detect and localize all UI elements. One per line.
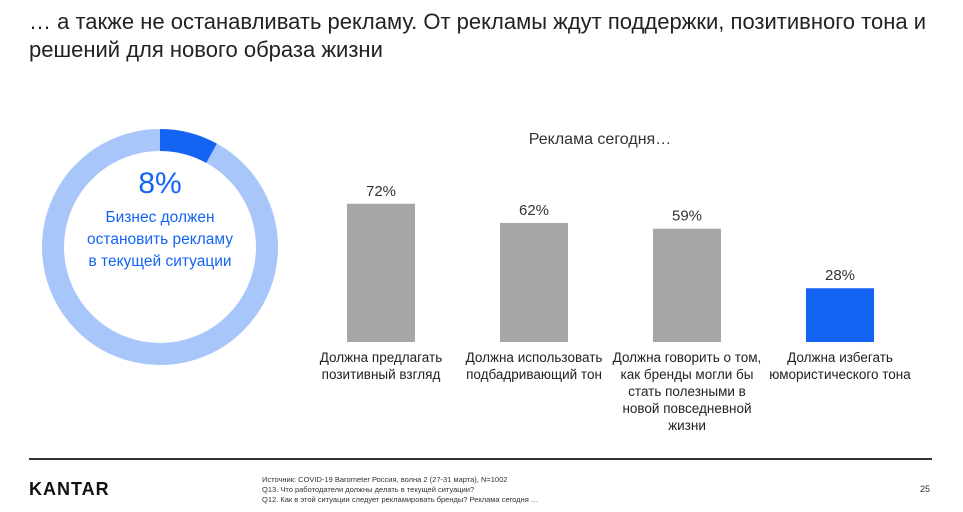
bar-3: [653, 228, 721, 342]
source-notes: Источник: COVID-19 Barometer Россия, вол…: [262, 475, 782, 505]
bar-value-label: 62%: [519, 202, 549, 219]
footer-divider: [29, 458, 932, 460]
bar-2: [500, 222, 568, 342]
bar-category-label: Должна говорить о том, как бренды могли …: [612, 350, 762, 433]
donut-caption: Бизнес должен остановить рекламу в текущ…: [87, 209, 233, 270]
bar-value-label: 72%: [366, 183, 396, 200]
bar-chart: 72% 62% 59% 28% Должна предлагать позитивны…: [300, 150, 940, 450]
bar-category-label: Должна предлагать позитивный взгляд: [319, 350, 443, 382]
kantar-logo: KANTAR: [29, 479, 110, 499]
bar-value-label: 59%: [672, 208, 702, 225]
chart-title: Реклама сегодня…: [528, 131, 672, 148]
bar-value-label: 28%: [825, 267, 855, 284]
source-line: Q12. Как в этой ситуации следует реклами…: [262, 495, 539, 504]
donut-value: 8%: [138, 167, 182, 200]
bar-category-label: Должна использовать подбадривающий тон: [465, 350, 603, 382]
bar-4: [806, 288, 874, 342]
donut-chart: 8% Бизнес должен остановить рекламу в те…: [40, 127, 280, 367]
slide-title: … а также не останавливать рекламу. От р…: [29, 9, 926, 62]
bar-1: [347, 203, 415, 342]
donut-value-arc: [42, 129, 278, 365]
page-number: 25: [920, 484, 931, 494]
source-line: Источник: COVID-19 Barometer Россия, вол…: [262, 475, 508, 484]
source-line: Q13. Что работодатели должны делать в те…: [262, 485, 475, 494]
bar-category-label: Должна избегать юмористического тона: [769, 350, 911, 382]
